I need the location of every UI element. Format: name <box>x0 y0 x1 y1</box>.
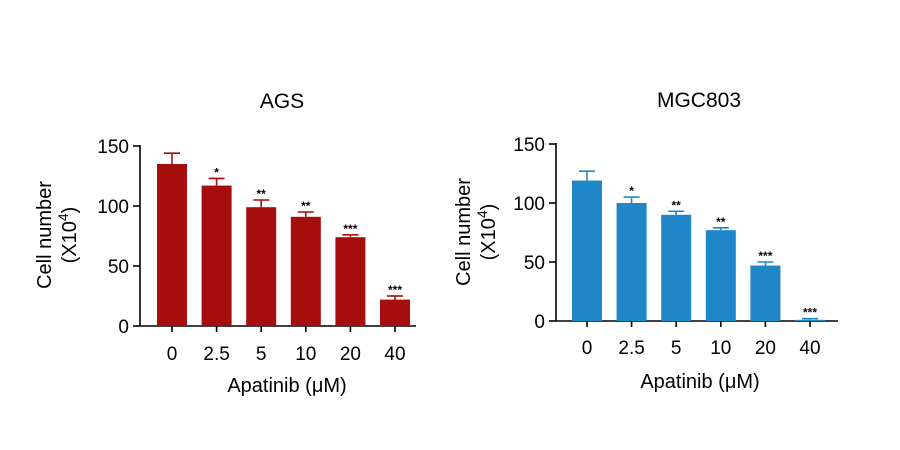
y-axis-label-line1: Cell number <box>453 178 475 286</box>
x-tick-label: 5 <box>671 338 682 359</box>
bar <box>616 203 647 321</box>
bar <box>661 214 692 321</box>
bar <box>572 180 602 321</box>
y-axis-label-line2: (X104) <box>55 207 81 264</box>
x-axis-label: Apatinib (μM) <box>640 371 759 393</box>
bar <box>201 185 232 326</box>
bar <box>335 237 366 326</box>
y-tick-label: 100 <box>513 194 545 215</box>
significance-label: * <box>629 184 634 198</box>
y-axis-label: Cell number (X104) <box>34 181 81 289</box>
significance-label: *** <box>388 283 402 297</box>
x-tick-label: 40 <box>384 344 405 365</box>
y-tick-label: 0 <box>534 312 545 333</box>
chart-ags: AGS Cell number (X104) Apatinib (μM) 050… <box>34 90 416 397</box>
bar <box>795 319 825 321</box>
bar <box>290 216 321 326</box>
y-tick-label: 50 <box>108 257 129 278</box>
y-axis-label: Cell number (X104) <box>453 178 500 286</box>
significance-label: ** <box>716 215 726 229</box>
x-tick-label: 10 <box>710 338 731 359</box>
bar <box>705 230 736 321</box>
x-tick-label: 5 <box>256 344 267 365</box>
bar <box>750 265 781 321</box>
significance-label: *** <box>343 222 357 236</box>
x-axis-label: Apatinib (μM) <box>227 375 346 397</box>
y-axis-label-line2: (X104) <box>474 204 500 261</box>
x-tick-label: 2.5 <box>203 344 229 365</box>
significance-label: ** <box>672 198 682 212</box>
plot-area: 0 50 100 150 0 * 2.5 ** 5 ** 10 *** 20 *** 40 <box>513 135 838 359</box>
x-tick-label: 0 <box>582 338 593 359</box>
x-tick-label: 20 <box>755 338 776 359</box>
x-tick-label: 20 <box>340 344 361 365</box>
y-tick-label: 50 <box>524 253 545 274</box>
bar <box>246 207 277 326</box>
y-tick-label: 0 <box>118 317 129 338</box>
y-axis-label-line1: Cell number <box>34 181 56 289</box>
significance-label: * <box>214 165 219 179</box>
x-tick-label: 10 <box>295 344 316 365</box>
significance-label: *** <box>758 249 772 263</box>
chart-title: AGS <box>260 90 304 113</box>
significance-label: ** <box>301 199 311 213</box>
x-tick-label: 0 <box>167 344 178 365</box>
significance-label: *** <box>803 306 817 320</box>
x-tick-label: 2.5 <box>618 338 644 359</box>
significance-label: ** <box>257 187 267 201</box>
bar <box>380 299 410 326</box>
chart-mgc803: MGC803 Cell number (X104) Apatinib (μM) … <box>453 89 838 393</box>
bar <box>157 164 187 326</box>
x-tick-label: 40 <box>799 338 820 359</box>
plot-area: 0 50 100 150 0 * 2.5 ** 5 ** 10 *** 20 *** 40 <box>97 137 416 365</box>
y-tick-label: 150 <box>513 135 545 156</box>
y-tick-label: 100 <box>97 197 129 218</box>
chart-title: MGC803 <box>657 89 741 112</box>
y-tick-label: 150 <box>97 137 129 158</box>
